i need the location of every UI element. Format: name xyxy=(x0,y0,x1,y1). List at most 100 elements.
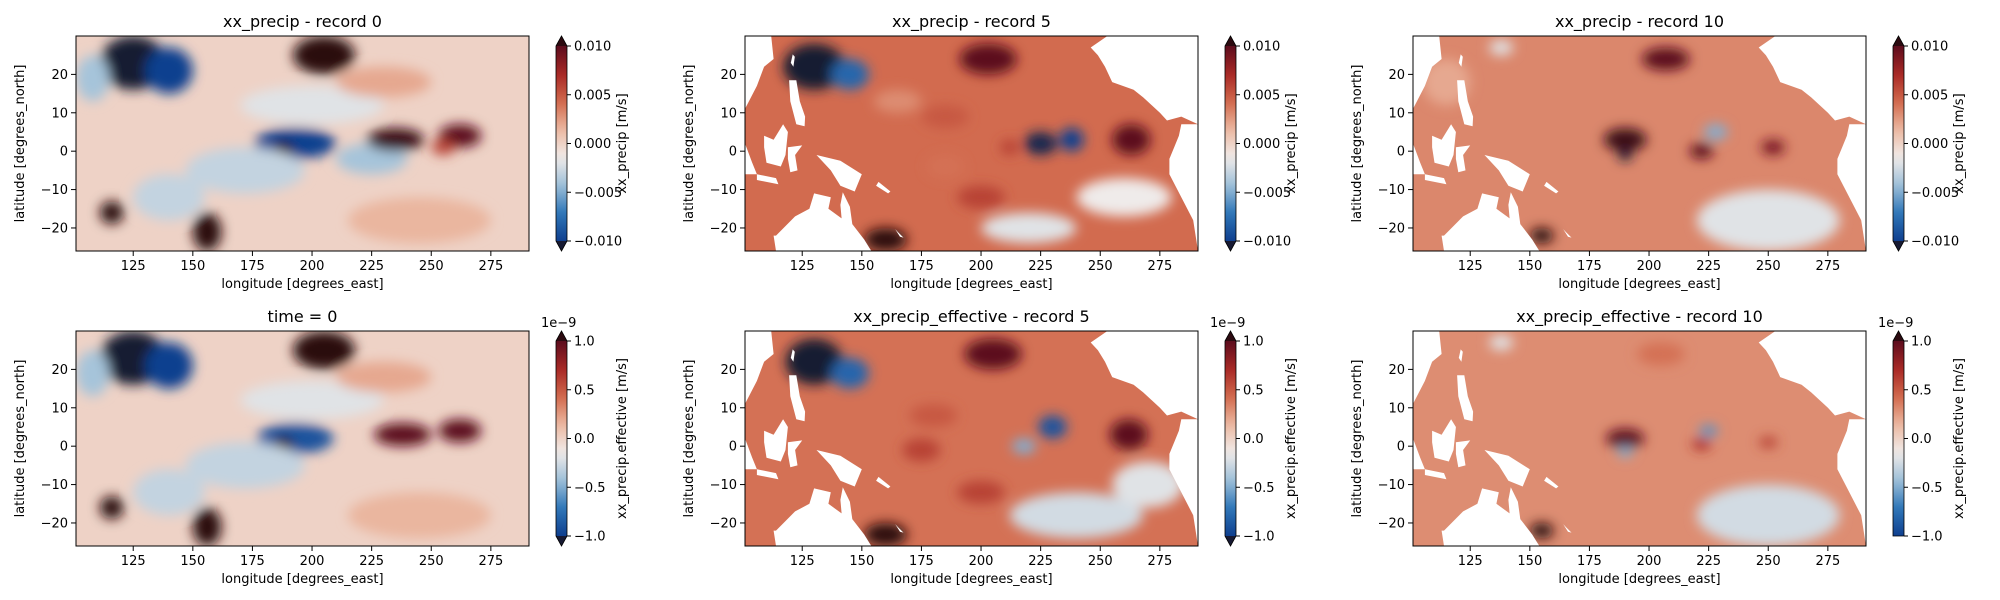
field-anomaly-13 xyxy=(1076,178,1172,217)
land-mask-9 xyxy=(1544,181,1559,194)
colorbar-multiplier: 1e−9 xyxy=(1210,316,1245,331)
field-anomaly-10 xyxy=(185,147,305,194)
field-layer xyxy=(1413,331,1866,546)
field-anomaly-13 xyxy=(347,492,491,539)
land-mask-7 xyxy=(1484,155,1530,192)
y-axis-label: latitude [degrees_north] xyxy=(13,65,28,223)
field-anomaly-4 xyxy=(1689,143,1714,159)
field-anomaly-0 xyxy=(785,338,843,385)
colorbar-tick-label: −0.5 xyxy=(1911,481,1943,496)
field-anomaly-9 xyxy=(431,139,456,156)
colorbar-tick-label: 0.000 xyxy=(574,137,611,152)
colorbar-tick-label: 0.5 xyxy=(1911,383,1932,398)
colorbar-tick-label: 0.000 xyxy=(1911,137,1948,152)
x-tick-label: 225 xyxy=(1028,554,1053,569)
colorbar-tick-label: 1.0 xyxy=(1911,335,1932,350)
land-mask-1 xyxy=(1458,54,1463,67)
y-axis-label: latitude [degrees_north] xyxy=(682,360,697,518)
y-tick-label: 0 xyxy=(60,145,68,160)
land-mask-3 xyxy=(1432,419,1456,462)
field-anomaly-5 xyxy=(1109,419,1148,451)
field-anomaly-1 xyxy=(1606,428,1645,449)
x-axis-label: longitude [degrees_east] xyxy=(1558,572,1720,587)
land-mask-5 xyxy=(1424,174,1447,185)
colorbar-tick-label: −1.0 xyxy=(1911,530,1943,545)
x-tick-label: 225 xyxy=(1696,554,1721,569)
colorbar-multiplier: 1e−9 xyxy=(541,316,576,331)
chart-panel-4: xx_precip_effective - record 5 125 150 175 2… xyxy=(682,307,1299,587)
land-mask-11 xyxy=(1758,36,1866,125)
field-anomaly-9 xyxy=(240,380,384,420)
field-anomaly-6 xyxy=(1761,139,1785,156)
y-tick-label: −20 xyxy=(41,516,68,531)
field-anomaly-11 xyxy=(1112,461,1184,508)
x-tick-label: 250 xyxy=(1756,259,1781,274)
colorbar-tick-label: −0.005 xyxy=(574,186,622,201)
y-tick-label: −20 xyxy=(41,221,68,236)
y-tick-label: −10 xyxy=(41,183,68,198)
y-tick-label: 10 xyxy=(720,401,737,416)
x-tick-label: 200 xyxy=(300,554,325,569)
field-anomaly-0 xyxy=(1489,39,1514,56)
colorbar-extend-min xyxy=(556,536,567,546)
x-tick-label: 250 xyxy=(419,554,444,569)
x-tick-label: 200 xyxy=(300,259,325,274)
field-anomaly-6 xyxy=(374,423,432,447)
colorbar-tick-label: −1.0 xyxy=(1243,530,1275,545)
y-tick-label: 0 xyxy=(60,440,68,455)
land-mask-8 xyxy=(773,192,872,251)
chart-title: xx_precip - record 10 xyxy=(1555,12,1724,32)
field-anomaly-1 xyxy=(145,342,193,389)
colorbar-extend-max xyxy=(1225,36,1236,46)
field-layer xyxy=(745,36,1198,251)
land-mask-9 xyxy=(876,476,891,489)
field-anomaly-0 xyxy=(783,43,846,90)
y-tick-label: −10 xyxy=(1378,478,1405,493)
colorbar-extend-max xyxy=(556,331,567,341)
field-layer xyxy=(745,331,1198,546)
colorbar-tick-label: 1.0 xyxy=(1243,335,1264,350)
field-anomaly-2 xyxy=(76,55,110,102)
field-anomaly-4 xyxy=(1012,438,1036,454)
plot-frame xyxy=(744,35,1199,252)
field-anomaly-14 xyxy=(133,174,205,221)
y-tick-label: 20 xyxy=(720,68,737,83)
colorbar-tick-label: 0.0 xyxy=(1243,432,1264,447)
field-anomaly-2 xyxy=(1603,128,1647,152)
x-tick-label: 250 xyxy=(1756,554,1781,569)
chart-title: xx_precip_effective - record 10 xyxy=(1516,307,1763,327)
y-tick-label: 0 xyxy=(729,440,737,455)
y-tick-label: 10 xyxy=(720,106,737,121)
x-tick-label: 150 xyxy=(849,554,874,569)
land-mask-4 xyxy=(745,143,757,175)
colorbar-gradient xyxy=(1893,341,1904,536)
land-mask-0 xyxy=(745,331,774,404)
field-layer xyxy=(1413,36,1866,251)
field-anomaly-3 xyxy=(1038,415,1067,439)
colorbar-extend-max xyxy=(1893,36,1904,46)
field-anomaly-16 xyxy=(335,66,432,98)
x-tick-label: 150 xyxy=(1517,259,1542,274)
y-tick-label: 20 xyxy=(720,363,737,378)
y-tick-label: 0 xyxy=(1397,145,1405,160)
land-mask-2 xyxy=(1457,80,1474,127)
y-tick-label: 20 xyxy=(1388,363,1405,378)
field-anomaly-7 xyxy=(1696,484,1840,546)
y-tick-label: 10 xyxy=(1388,401,1405,416)
chart-panel-3: time = 0 125 150 175 200 225 250 275 −20 −10 0 10 20… xyxy=(13,307,630,587)
field-anomaly-3 xyxy=(292,331,355,370)
colorbar-tick-label: 0.5 xyxy=(1243,383,1264,398)
land-mask-11 xyxy=(1758,331,1866,420)
colorbar-tick-label: −0.010 xyxy=(1243,235,1291,250)
x-tick-label: 125 xyxy=(790,259,815,274)
field-anomaly-14 xyxy=(335,361,432,393)
x-tick-label: 125 xyxy=(790,554,815,569)
land-mask-1 xyxy=(790,54,795,67)
y-tick-label: −20 xyxy=(1378,516,1405,531)
field-anomaly-1 xyxy=(145,47,193,94)
colorbar: −1.0 −0.5 0.0 0.5 1.0 1e−9 xx_precip.effective… xyxy=(1210,316,1299,547)
colorbar-gradient xyxy=(556,341,567,536)
field-anomaly-10 xyxy=(1009,492,1144,539)
